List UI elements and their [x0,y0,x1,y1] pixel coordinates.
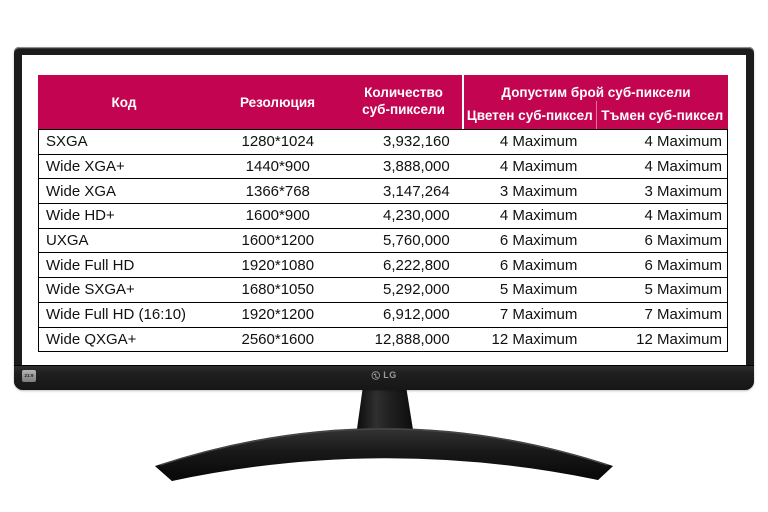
cell-resolution: 2560*1600 [241,330,315,348]
lg-emblem-icon [371,371,380,380]
cell-resolution: 1440*900 [245,158,310,176]
lg-brand-text: LG [383,370,397,380]
cell-code: Wide XGA+ [46,158,125,176]
cell-code: Wide XGA [46,182,117,200]
stand-neck [356,386,414,436]
cell-dark-max: 6 Maximum [644,232,722,250]
table-row: Wide Full HD (16:10) 1920*1200 6,912,000… [39,301,727,327]
cell-code: UXGA [46,232,89,250]
cell-subpixels: 6,912,000 [383,306,450,324]
cell-subpixels: 3,147,264 [383,182,450,200]
header-resolution: Резолюция [239,94,316,110]
cell-dark-max: 12 Maximum [636,330,722,348]
table-body: SXGA 1280*1024 3,932,160 4 Maximum 4 Max… [38,129,728,353]
cell-resolution: 1280*1024 [241,133,315,151]
header-code: Код [111,94,137,110]
cell-resolution: 1600*1200 [241,232,315,250]
cell-dark-max: 4 Maximum [644,158,722,176]
cell-code: Wide Full HD (16:10) [46,306,187,324]
cell-resolution: 1366*768 [245,182,310,200]
table-row: Wide XGA+ 1440*900 3,888,000 4 Maximum 4… [39,153,727,179]
cell-color-max: 6 Maximum [499,256,578,274]
bezel-bottom-strip: 21:9 LG [14,365,754,390]
header-subrow: Цветен суб-пиксел Тъмен суб-пиксел [464,101,728,129]
cell-code: Wide QXGA+ [46,330,137,348]
cell-color-max: 4 Maximum [499,133,578,151]
cell-color-max: 7 Maximum [499,306,578,324]
monitor-screen: Код Резолюция Количество суб-пиксели Доп… [22,55,746,365]
header-dark-subpixel: Тъмен суб-пиксел [595,101,729,129]
cell-subpixels: 4,230,000 [383,207,450,225]
table-row: SXGA 1280*1024 3,932,160 4 Maximum 4 Max… [39,129,727,154]
cell-subpixels: 3,932,160 [383,133,450,151]
cell-dark-max: 6 Maximum [644,256,722,274]
cell-color-max: 6 Maximum [499,232,578,250]
table-row: Wide SXGA+ 1680*1050 5,292,000 5 Maximum… [39,277,727,302]
stand-base [155,428,613,481]
monitor-frame: Код Резолюция Количество суб-пиксели Доп… [14,47,754,390]
cell-subpixels: 6,222,800 [383,256,450,274]
cell-dark-max: 5 Maximum [644,281,722,299]
table-row: Wide Full HD 1920*1080 6,222,800 6 Maxim… [39,252,727,277]
cell-dark-max: 3 Maximum [644,182,722,200]
ultrawide-badge-label: 21:9 [24,372,34,379]
cell-color-max: 4 Maximum [499,207,578,225]
cell-dark-max: 7 Maximum [644,306,722,324]
header-allowed-group: Допустим брой суб-пиксели Цветен суб-пик… [462,75,728,129]
resolution-spec-table: Код Резолюция Количество суб-пиксели Доп… [38,75,728,353]
cell-code: Wide HD+ [46,207,115,225]
cell-code: Wide Full HD [46,256,135,274]
table-row: Wide XGA 1366*768 3,147,264 3 Maximum 3 … [39,178,727,203]
cell-subpixels: 5,292,000 [383,281,450,299]
header-subpixel-count: Количество суб-пиксели [362,85,445,117]
cell-color-max: 4 Maximum [499,158,578,176]
cell-resolution: 1920*1200 [241,306,315,324]
cell-code: Wide SXGA+ [46,281,135,299]
cell-subpixels: 5,760,000 [383,232,450,250]
cell-resolution: 1680*1050 [241,281,315,299]
table-row: UXGA 1600*1200 5,760,000 6 Maximum 6 Max… [39,227,727,253]
cell-subpixels: 3,888,000 [383,158,450,176]
cell-color-max: 5 Maximum [499,281,578,299]
cell-dark-max: 4 Maximum [644,207,722,225]
cell-code: SXGA [46,133,88,151]
table-row: Wide HD+ 1600*900 4,230,000 4 Maximum 4 … [39,203,727,228]
cell-subpixels: 12,888,000 [374,330,450,348]
ultrawide-21-9-badge-icon: 21:9 [22,370,36,382]
cell-dark-max: 4 Maximum [644,133,722,151]
header-color-subpixel: Цветен суб-пиксел [466,107,593,123]
cell-color-max: 12 Maximum [491,330,578,348]
lg-logo: LG [371,371,397,380]
table-header: Код Резолюция Количество суб-пиксели Доп… [38,75,728,129]
header-allowed-group-label: Допустим брой суб-пиксели [501,85,691,100]
cell-resolution: 1920*1080 [241,256,315,274]
cell-color-max: 3 Maximum [499,182,578,200]
table-row: Wide QXGA+ 2560*1600 12,888,000 12 Maxim… [39,326,727,352]
cell-resolution: 1600*900 [245,207,310,225]
